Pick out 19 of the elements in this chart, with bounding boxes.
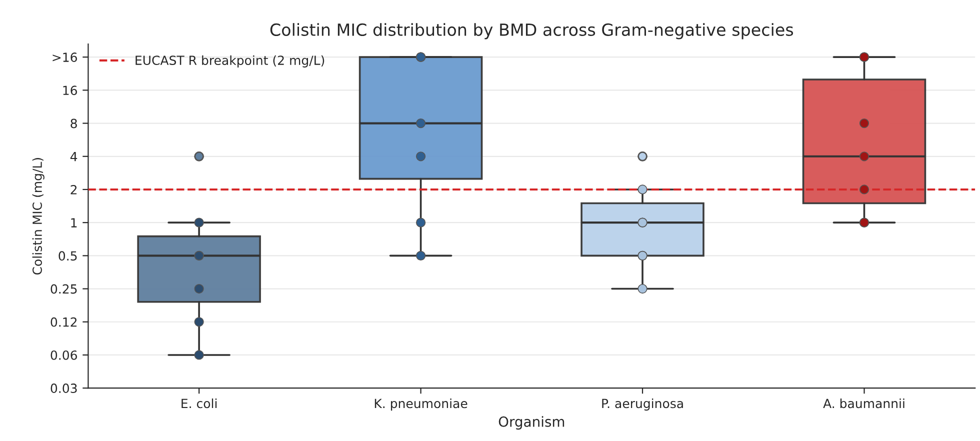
y-axis-title: Colistin MIC (mg/L) [32, 158, 44, 275]
legend-label: EUCAST R breakpoint (2 mg/L) [136, 55, 324, 68]
y-tick-label: 0.03 [50, 384, 77, 394]
x-axis-title: Organism [498, 416, 564, 430]
y-tick-label: 0.06 [50, 350, 77, 360]
y-tick-label: 2 [70, 184, 77, 194]
y-tick-label: 0.5 [58, 251, 77, 261]
y-tick-label: 4 [70, 152, 78, 162]
y-tick-label: 0.12 [50, 317, 77, 327]
y-tick-label: 0.25 [50, 284, 77, 294]
x-tick-label: P. aeruginosa [602, 398, 683, 411]
x-tick-label: E. coli [182, 398, 217, 408]
chart-title: Colistin MIC distribution by BMD across Gram-negative species [270, 23, 794, 40]
x-tick-label: A. baumannii [823, 398, 904, 408]
y-tick-label: >16 [52, 52, 77, 62]
x-tick-label: K. pneumoniae [374, 398, 468, 411]
y-tick-label: 1 [71, 218, 77, 228]
y-tick-label: 16 [63, 86, 77, 96]
y-tick-label: 8 [70, 118, 77, 128]
